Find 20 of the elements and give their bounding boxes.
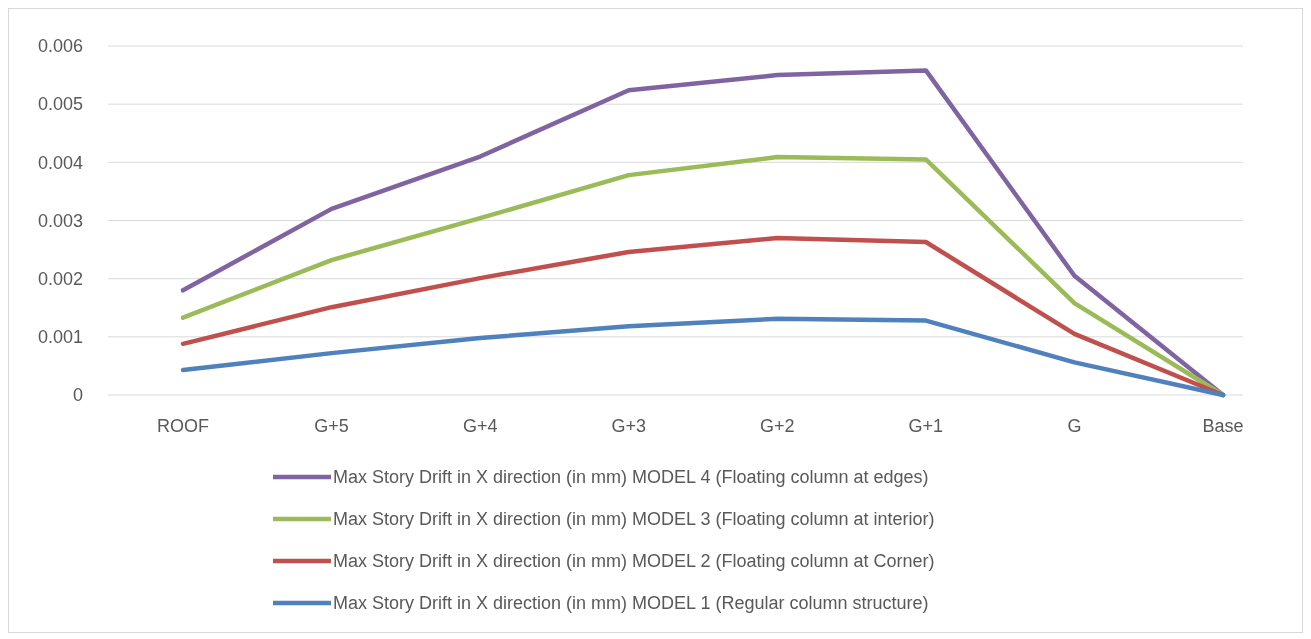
- x-tick-label: G+5: [314, 416, 349, 436]
- y-tick-label: 0.006: [37, 36, 83, 57]
- legend-label: Max Story Drift in X direction (in mm) MODEL 2 (Floating column at Corner): [333, 551, 935, 572]
- legend-label: Max Story Drift in X direction (in mm) MODEL 3 (Floating column at interior): [333, 509, 935, 530]
- y-tick-label: 0.004: [37, 152, 83, 173]
- x-tick-label: G+2: [760, 416, 795, 436]
- y-tick-label: 0.001: [37, 327, 83, 348]
- x-tick-label: G+1: [908, 416, 944, 436]
- x-tick-label: ROOF: [157, 416, 209, 436]
- line-series: [180, 316, 1226, 398]
- x-tick-label: G+3: [611, 416, 646, 436]
- legend-label: Max Story Drift in X direction (in mm) MODEL 1 (Regular column structure): [333, 593, 929, 614]
- x-tick-label: G+4: [462, 416, 498, 436]
- x-tick-label: Base: [1202, 416, 1244, 436]
- legend-label: Max Story Drift in X direction (in mm) MODEL 4 (Floating column at edges): [333, 467, 929, 488]
- x-tick-label: G: [1067, 416, 1082, 436]
- y-tick-label: 0.003: [37, 210, 83, 231]
- y-tick-label: 0.005: [37, 94, 83, 115]
- y-tick-label: 0.002: [37, 268, 83, 289]
- y-tick-label: 0: [72, 385, 83, 406]
